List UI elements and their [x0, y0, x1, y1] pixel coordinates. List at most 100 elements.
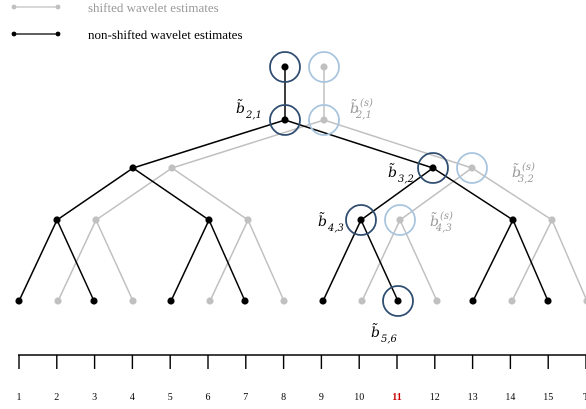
highlight-circle-light — [384, 204, 416, 236]
coef-label-b32: b̃3,2 — [388, 162, 414, 185]
shifted-tree-node — [358, 297, 366, 305]
legend: shifted wavelet estimates non-shifted wa… — [11, 0, 243, 42]
non-shifted-tree-node — [205, 216, 213, 224]
shifted-tree-edge — [209, 219, 249, 302]
axis-tick-label: T — [583, 392, 586, 403]
coef-label-b43s: b̃(s) 4,3 — [430, 211, 453, 234]
coef-label-b56: b̃5,6 — [371, 322, 398, 345]
non-shifted-tree-edge — [472, 219, 514, 302]
non-shifted-tree-node — [319, 297, 327, 305]
legend-shifted: shifted wavelet estimates — [11, 0, 219, 15]
shifted-tree-node — [548, 216, 556, 224]
non-shifted-tree-node — [90, 297, 98, 305]
non-shifted-tree-edge — [284, 119, 434, 169]
legend-non-shifted: non-shifted wavelet estimates — [11, 27, 243, 42]
legend-shifted-marker-left — [11, 4, 17, 10]
shifted-tree-edge — [171, 167, 249, 221]
axis-tick-label: 3 — [92, 392, 97, 403]
highlight-circle-light — [456, 152, 488, 184]
non-shifted-tree-node — [394, 297, 402, 305]
shifted-tree-node — [508, 297, 516, 305]
shifted-tree-edge — [95, 167, 173, 221]
coef-label-b21: b̃2,1 — [236, 98, 262, 121]
non-shifted-tree-node — [167, 297, 175, 305]
shifted-tree — [54, 63, 586, 305]
shifted-tree-edge — [57, 219, 97, 302]
axis-tick-label: 9 — [319, 392, 324, 403]
axis-tick-label: 10 — [354, 392, 364, 403]
highlight-circle-dark — [269, 104, 301, 136]
shifted-tree-edge — [247, 219, 285, 302]
highlight-circles — [269, 51, 488, 317]
highlight-circle-light — [308, 104, 340, 136]
highlight-circle-dark — [417, 152, 449, 184]
axis-tick-label: 13 — [468, 392, 478, 403]
shifted-tree-node — [244, 216, 252, 224]
coef-label-b32s: b̃(s) 3,2 — [512, 162, 535, 185]
shifted-tree-node — [129, 297, 137, 305]
shifted-tree-edge — [361, 219, 401, 302]
non-shifted-tree-edge — [56, 219, 95, 302]
coef-label-b43: b̃4,3 — [318, 211, 344, 234]
axis-tick-label: 6 — [206, 392, 211, 403]
non-shifted-tree-edge — [132, 167, 210, 221]
shifted-tree-node — [433, 297, 441, 305]
axis-tick-label: 8 — [281, 392, 286, 403]
axis-tick-label: 1 — [17, 392, 22, 403]
shifted-tree-edge — [171, 119, 325, 169]
non-shifted-tree-node — [429, 164, 437, 172]
non-shifted-tree-edge — [56, 167, 134, 221]
shifted-tree-node — [583, 297, 586, 305]
highlight-circle-light — [308, 51, 340, 83]
legend-non-shifted-marker-right — [55, 31, 61, 37]
shifted-tree-edge — [471, 167, 553, 221]
axis-tick-label: 4 — [130, 392, 135, 403]
shifted-tree-edge — [551, 219, 586, 301]
axis-tick-label: 7 — [243, 392, 248, 403]
axis-tick-label: 2 — [54, 392, 59, 403]
shifted-tree-node — [54, 297, 62, 305]
shifted-tree-node — [320, 63, 328, 71]
shifted-tree-node — [280, 297, 288, 305]
shifted-tree-edge — [511, 219, 553, 302]
shifted-tree-node — [206, 297, 214, 305]
axis-tick-label: 15 — [543, 392, 553, 403]
coef-label-b21s: b̃(s) 2,1 — [350, 98, 373, 121]
legend-non-shifted-marker-left — [11, 31, 17, 37]
axis-tick-label: 14 — [505, 392, 515, 403]
non-shifted-tree-node — [281, 116, 289, 124]
non-shifted-tree-node — [281, 63, 289, 71]
coefficient-labels: b̃2,1 b̃(s) 2,1 b̃3,2 b̃(s) 3,2 b̃4,3 b̃(s) 4,3 b… — [236, 98, 535, 345]
non-shifted-tree-node — [53, 216, 61, 224]
non-shifted-tree-edge — [208, 219, 246, 302]
non-shifted-tree — [15, 63, 552, 305]
axis-tick-label: 11 — [392, 392, 401, 403]
non-shifted-tree-node — [509, 216, 517, 224]
non-shifted-tree-edge — [512, 219, 549, 302]
axis-tick-label: 5 — [168, 392, 173, 403]
highlight-circle-dark — [269, 51, 301, 83]
legend-non-shifted-label: non-shifted wavelet estimates — [88, 27, 243, 42]
axis-tick-label: 12 — [430, 392, 440, 403]
time-axis: 123456789101112131415T — [17, 354, 586, 403]
non-shifted-tree-node — [15, 297, 23, 305]
non-shifted-tree-node — [241, 297, 249, 305]
legend-shifted-marker-right — [55, 4, 61, 10]
non-shifted-tree-node — [544, 297, 552, 305]
shifted-tree-node — [468, 164, 476, 172]
legend-shifted-label: shifted wavelet estimates — [88, 0, 219, 15]
non-shifted-tree-edge — [18, 219, 58, 302]
non-shifted-tree-edge — [132, 119, 286, 169]
shifted-tree-node — [396, 216, 404, 224]
non-shifted-tree-node — [469, 297, 477, 305]
shifted-tree-node — [168, 164, 176, 172]
non-shifted-tree-node — [357, 216, 365, 224]
shifted-tree-node — [320, 116, 328, 124]
shifted-tree-node — [92, 216, 100, 224]
non-shifted-tree-edge — [170, 219, 210, 302]
shifted-tree-edge — [323, 119, 473, 169]
highlight-circle-dark — [382, 285, 414, 317]
non-shifted-tree-edge — [432, 167, 514, 221]
highlight-circle-dark — [345, 204, 377, 236]
